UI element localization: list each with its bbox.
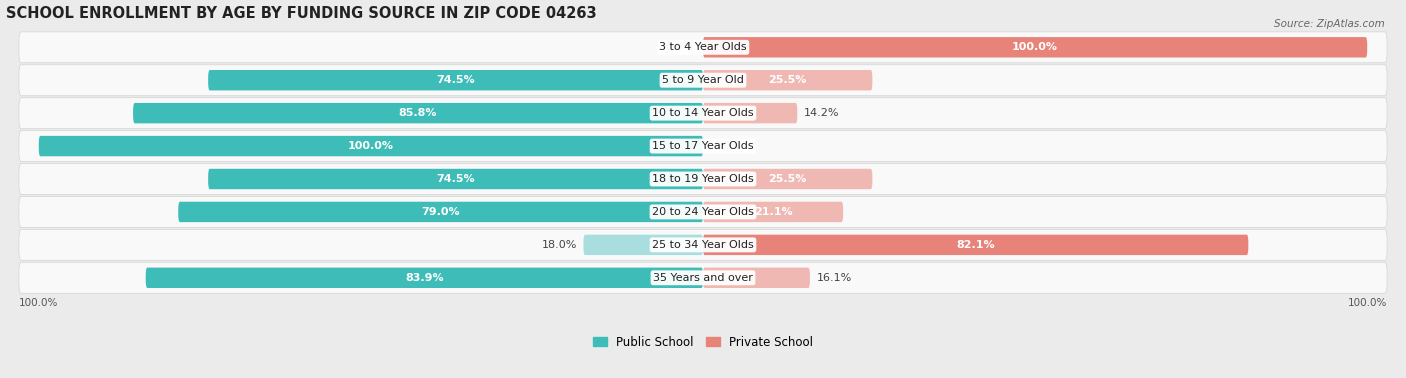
Text: 14.2%: 14.2% (804, 108, 839, 118)
Text: 100.0%: 100.0% (1348, 298, 1388, 308)
FancyBboxPatch shape (703, 70, 872, 90)
Text: 100.0%: 100.0% (18, 298, 58, 308)
FancyBboxPatch shape (146, 268, 703, 288)
Text: 79.0%: 79.0% (422, 207, 460, 217)
Text: 21.1%: 21.1% (754, 207, 793, 217)
FancyBboxPatch shape (18, 197, 1388, 228)
Text: 3 to 4 Year Olds: 3 to 4 Year Olds (659, 42, 747, 52)
Text: 16.1%: 16.1% (817, 273, 852, 283)
FancyBboxPatch shape (39, 136, 703, 156)
FancyBboxPatch shape (18, 131, 1388, 161)
FancyBboxPatch shape (18, 164, 1388, 195)
Text: 82.1%: 82.1% (956, 240, 995, 250)
Text: Source: ZipAtlas.com: Source: ZipAtlas.com (1274, 19, 1385, 29)
Text: 100.0%: 100.0% (347, 141, 394, 151)
Text: 74.5%: 74.5% (436, 75, 475, 85)
Text: SCHOOL ENROLLMENT BY AGE BY FUNDING SOURCE IN ZIP CODE 04263: SCHOOL ENROLLMENT BY AGE BY FUNDING SOUR… (6, 6, 596, 20)
FancyBboxPatch shape (179, 202, 703, 222)
FancyBboxPatch shape (208, 169, 703, 189)
FancyBboxPatch shape (18, 65, 1388, 96)
Text: 15 to 17 Year Olds: 15 to 17 Year Olds (652, 141, 754, 151)
Text: 25 to 34 Year Olds: 25 to 34 Year Olds (652, 240, 754, 250)
Text: 0.0%: 0.0% (665, 42, 693, 52)
Text: 100.0%: 100.0% (1012, 42, 1059, 52)
Text: 25.5%: 25.5% (769, 75, 807, 85)
FancyBboxPatch shape (703, 235, 1249, 255)
FancyBboxPatch shape (703, 268, 810, 288)
FancyBboxPatch shape (583, 235, 703, 255)
Text: 25.5%: 25.5% (769, 174, 807, 184)
Text: 0.0%: 0.0% (713, 141, 741, 151)
FancyBboxPatch shape (18, 98, 1388, 129)
FancyBboxPatch shape (18, 262, 1388, 293)
FancyBboxPatch shape (18, 229, 1388, 260)
FancyBboxPatch shape (134, 103, 703, 123)
Text: 74.5%: 74.5% (436, 174, 475, 184)
FancyBboxPatch shape (703, 202, 844, 222)
Text: 18 to 19 Year Olds: 18 to 19 Year Olds (652, 174, 754, 184)
Text: 85.8%: 85.8% (399, 108, 437, 118)
FancyBboxPatch shape (703, 103, 797, 123)
Text: 10 to 14 Year Olds: 10 to 14 Year Olds (652, 108, 754, 118)
Text: 18.0%: 18.0% (541, 240, 576, 250)
Text: 20 to 24 Year Olds: 20 to 24 Year Olds (652, 207, 754, 217)
Legend: Public School, Private School: Public School, Private School (588, 331, 818, 353)
FancyBboxPatch shape (208, 70, 703, 90)
Text: 35 Years and over: 35 Years and over (652, 273, 754, 283)
FancyBboxPatch shape (703, 169, 872, 189)
Text: 5 to 9 Year Old: 5 to 9 Year Old (662, 75, 744, 85)
FancyBboxPatch shape (703, 37, 1367, 57)
FancyBboxPatch shape (18, 32, 1388, 63)
Text: 83.9%: 83.9% (405, 273, 444, 283)
